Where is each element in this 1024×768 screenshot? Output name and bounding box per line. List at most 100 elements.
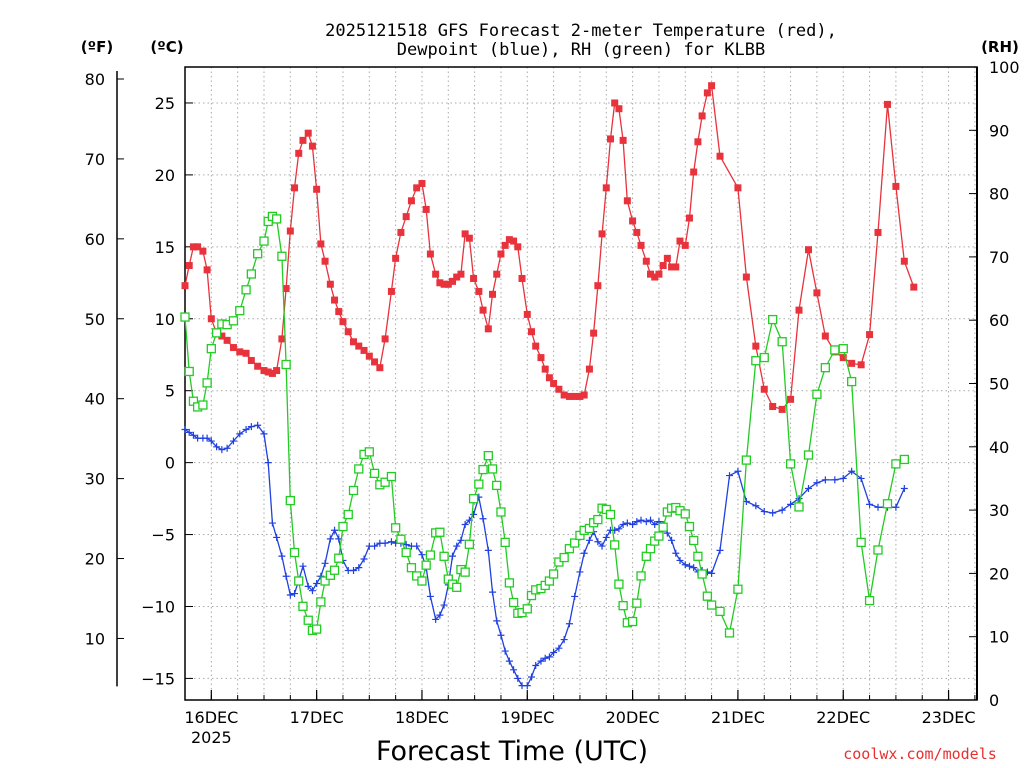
rh-point [820, 363, 830, 373]
dewpoint-point [387, 538, 395, 546]
temperature-point [510, 237, 518, 245]
temperature-point [387, 287, 395, 295]
dewpoint-point [413, 542, 421, 550]
temperature-point [335, 308, 343, 316]
temperature-point [550, 380, 558, 387]
temperature-point [769, 403, 777, 411]
temperature-point [752, 342, 760, 350]
dewpoint-point [550, 649, 558, 657]
temperature-point [672, 263, 680, 271]
x-tick-label: 17DEC [290, 708, 344, 727]
temperature-point [528, 328, 535, 336]
chart-title-line2: Dewpoint (blue), RH (green) for KLBB [397, 40, 765, 60]
temperature-point [207, 315, 215, 323]
dewpoint-point [286, 591, 294, 599]
rh-point [338, 521, 348, 532]
dewpoint-point [236, 430, 244, 438]
x-tick-label: 21DEC [711, 708, 765, 727]
dewpoint-point [331, 526, 339, 534]
dewpoint-point [449, 552, 457, 560]
dewpoint-point [708, 569, 716, 577]
dewpoint-point [484, 546, 492, 554]
rh-point [281, 359, 291, 370]
fahrenheit-tick-label: 20 [85, 550, 105, 569]
dewpoint-point [203, 434, 211, 442]
dewpoint-point [795, 495, 803, 503]
dewpoint-point [304, 582, 312, 590]
dewpoint-point [371, 542, 379, 550]
temperature-point [708, 82, 716, 90]
dewpoint-point [585, 536, 593, 544]
rh-point [741, 455, 752, 465]
rh-point [396, 534, 406, 544]
dewpoint-point [440, 601, 448, 609]
x-tick-label: 23DEC [922, 708, 976, 727]
dewpoint-point [565, 620, 573, 628]
rh-point [246, 269, 257, 279]
rh-point [474, 479, 484, 489]
rh-point [439, 551, 449, 561]
dewpoint-point [642, 518, 650, 526]
dewpoint-point [637, 516, 645, 524]
temperature-point [422, 205, 430, 213]
dewpoint-point [291, 590, 299, 598]
temperature-point [505, 236, 513, 244]
celsius-tick-label: 5 [165, 382, 175, 401]
temperature-point [541, 365, 549, 373]
temperature-point [331, 296, 339, 304]
dewpoint-point [651, 520, 659, 528]
rh-point [369, 468, 380, 479]
temperature-point [734, 184, 742, 192]
temperature-point [532, 342, 540, 350]
rh-point [464, 539, 475, 549]
dewpoint-point [537, 657, 545, 665]
rh-point [794, 502, 804, 512]
rh-point [693, 551, 703, 561]
dewpoint-point [676, 556, 684, 564]
dewpoint-point [623, 519, 631, 527]
dewpoint-point [268, 519, 276, 527]
dewpoint-point [461, 520, 469, 528]
temperature-point [440, 280, 448, 288]
series-temperature [181, 82, 918, 413]
dewpoint-point [260, 430, 268, 438]
temperature-point [254, 362, 262, 370]
fahrenheit-tick-label: 10 [85, 629, 105, 648]
temperature-point [484, 325, 492, 333]
temperature-point [594, 282, 602, 290]
rh-point [289, 547, 300, 558]
temperature-point [804, 246, 812, 254]
dewpoint-point [501, 647, 509, 655]
temperature-point [537, 354, 545, 362]
x-tick-year-label: 2025 [191, 728, 232, 747]
temperature-point [339, 318, 347, 326]
rh-point [733, 584, 743, 594]
temperature-point [690, 168, 698, 176]
temperature-point [703, 89, 711, 97]
temperature-point [350, 338, 358, 346]
dewpoint-point [381, 539, 389, 547]
rh-point [548, 569, 559, 579]
temperature-point [264, 368, 272, 376]
rh-point [627, 616, 638, 627]
celsius-tick-label: −5 [151, 526, 175, 545]
temperature-point [321, 257, 329, 265]
dewpoint-point [213, 443, 221, 451]
temperature-point [663, 254, 671, 262]
dewpoint-point [360, 555, 368, 563]
temperature-point [742, 273, 750, 281]
rh-point [680, 509, 690, 519]
fahrenheit-tick-label: 50 [85, 310, 105, 329]
dewpoint-point [223, 444, 231, 452]
temperature-point [523, 310, 531, 318]
rh-point [253, 249, 263, 259]
dewpoint-point [453, 542, 461, 550]
temperature-point [236, 348, 244, 356]
rh-point [435, 527, 445, 537]
dewpoint-point [726, 472, 733, 480]
dewpoint-point [848, 467, 856, 475]
temperature-point [681, 241, 689, 249]
rh-point [697, 569, 707, 579]
dewpoint-point [647, 516, 655, 524]
temperature-point [203, 266, 211, 274]
